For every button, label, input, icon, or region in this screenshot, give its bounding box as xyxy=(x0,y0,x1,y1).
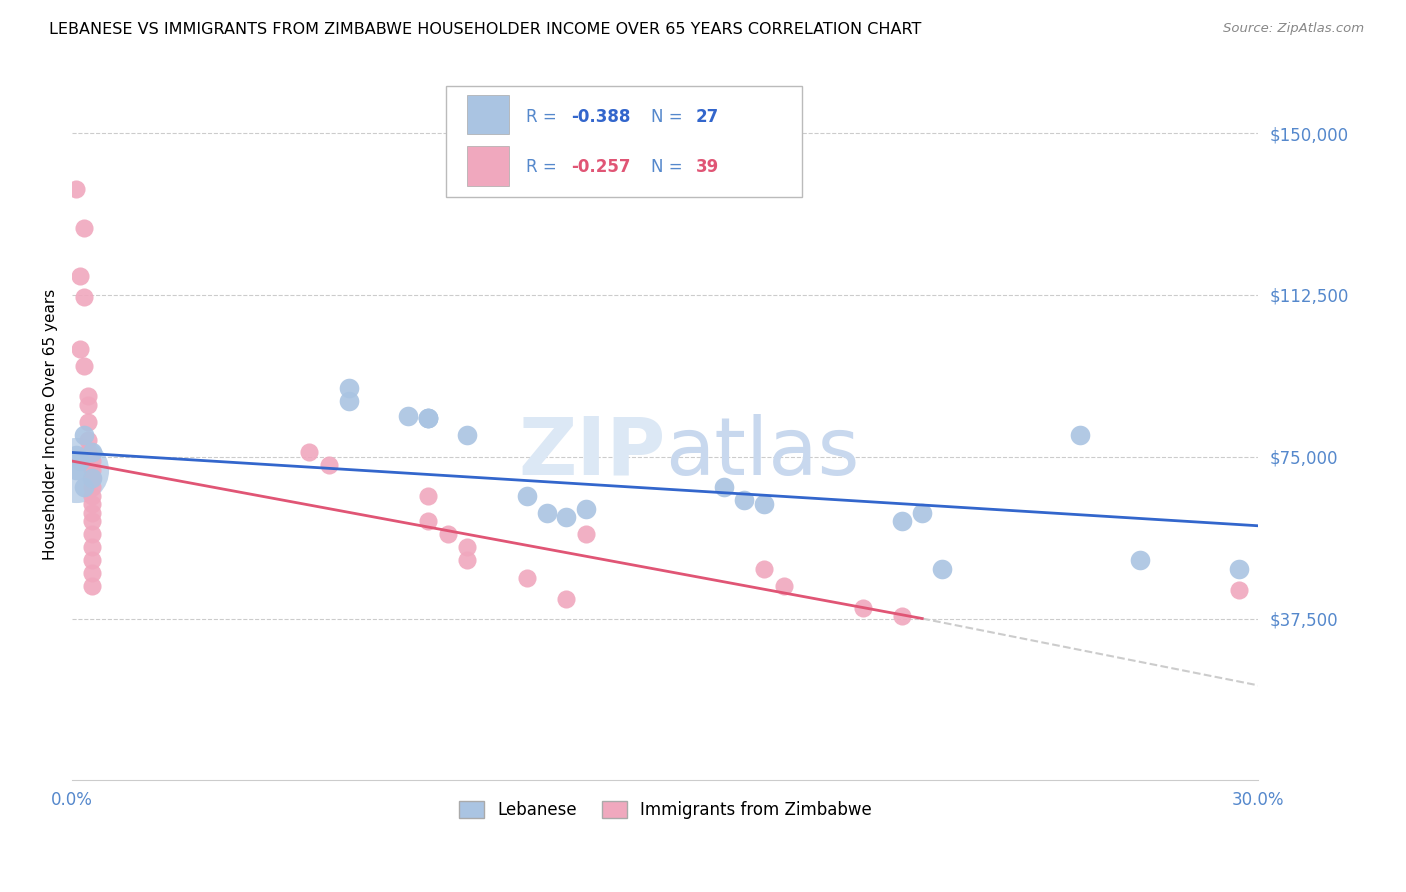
FancyBboxPatch shape xyxy=(446,87,801,196)
Point xyxy=(516,489,538,503)
Point xyxy=(80,515,103,529)
Point xyxy=(575,527,598,541)
Bar xyxy=(467,146,509,186)
Point xyxy=(69,268,91,283)
Point xyxy=(80,471,103,485)
Point xyxy=(73,359,96,374)
Point xyxy=(318,458,340,473)
Point xyxy=(80,579,103,593)
Point xyxy=(337,393,360,408)
Point xyxy=(80,463,103,477)
Point xyxy=(416,411,439,425)
Text: -0.257: -0.257 xyxy=(571,158,631,176)
Bar xyxy=(467,95,509,134)
Point xyxy=(436,527,458,541)
Point xyxy=(516,570,538,584)
Point xyxy=(536,506,558,520)
Point xyxy=(891,609,914,624)
Point xyxy=(76,415,98,429)
Legend: Lebanese, Immigrants from Zimbabwe: Lebanese, Immigrants from Zimbabwe xyxy=(451,794,879,825)
Point xyxy=(456,541,478,555)
Point xyxy=(73,428,96,442)
Point xyxy=(416,411,439,425)
Point xyxy=(416,411,439,425)
Point xyxy=(65,182,87,196)
Text: ZIP: ZIP xyxy=(517,414,665,491)
Point xyxy=(772,579,794,593)
Point xyxy=(1069,428,1091,442)
Text: R =: R = xyxy=(526,108,562,126)
Point xyxy=(69,342,91,356)
Point xyxy=(752,497,775,511)
Point xyxy=(76,398,98,412)
Text: Source: ZipAtlas.com: Source: ZipAtlas.com xyxy=(1223,22,1364,36)
Point xyxy=(73,480,96,494)
Point xyxy=(1129,553,1152,567)
Text: 39: 39 xyxy=(696,158,720,176)
Point xyxy=(80,566,103,581)
Point xyxy=(80,553,103,567)
Point xyxy=(80,506,103,520)
Point xyxy=(911,506,934,520)
Text: N =: N = xyxy=(651,108,688,126)
Point xyxy=(80,445,103,459)
Point xyxy=(555,592,578,607)
Point xyxy=(575,501,598,516)
Point xyxy=(76,445,98,459)
Point xyxy=(65,448,87,462)
Point xyxy=(416,489,439,503)
Text: LEBANESE VS IMMIGRANTS FROM ZIMBABWE HOUSEHOLDER INCOME OVER 65 YEARS CORRELATIO: LEBANESE VS IMMIGRANTS FROM ZIMBABWE HOU… xyxy=(49,22,921,37)
Point xyxy=(456,553,478,567)
Y-axis label: Householder Income Over 65 years: Householder Income Over 65 years xyxy=(44,289,58,560)
Point xyxy=(73,221,96,235)
Point xyxy=(76,389,98,403)
Text: 27: 27 xyxy=(696,108,720,126)
Point xyxy=(80,471,103,485)
Point xyxy=(80,454,103,468)
Point xyxy=(1227,562,1250,576)
Point xyxy=(713,480,735,494)
Text: R =: R = xyxy=(526,158,562,176)
Point xyxy=(337,381,360,395)
Point xyxy=(80,541,103,555)
Point xyxy=(80,480,103,494)
Point xyxy=(65,463,87,477)
Point xyxy=(891,515,914,529)
Point xyxy=(1227,583,1250,598)
Point xyxy=(456,428,478,442)
Point xyxy=(69,454,91,468)
Point xyxy=(555,510,578,524)
Point xyxy=(733,492,755,507)
Point xyxy=(73,290,96,304)
Point xyxy=(76,433,98,447)
Point xyxy=(396,409,419,423)
Text: atlas: atlas xyxy=(665,414,859,491)
Text: N =: N = xyxy=(651,158,688,176)
Point xyxy=(80,489,103,503)
Point xyxy=(416,515,439,529)
Point xyxy=(80,527,103,541)
Point xyxy=(931,562,953,576)
Point xyxy=(752,562,775,576)
Point xyxy=(298,445,321,459)
Text: -0.388: -0.388 xyxy=(571,108,631,126)
Point xyxy=(65,463,87,477)
Point xyxy=(80,497,103,511)
Point xyxy=(852,600,875,615)
